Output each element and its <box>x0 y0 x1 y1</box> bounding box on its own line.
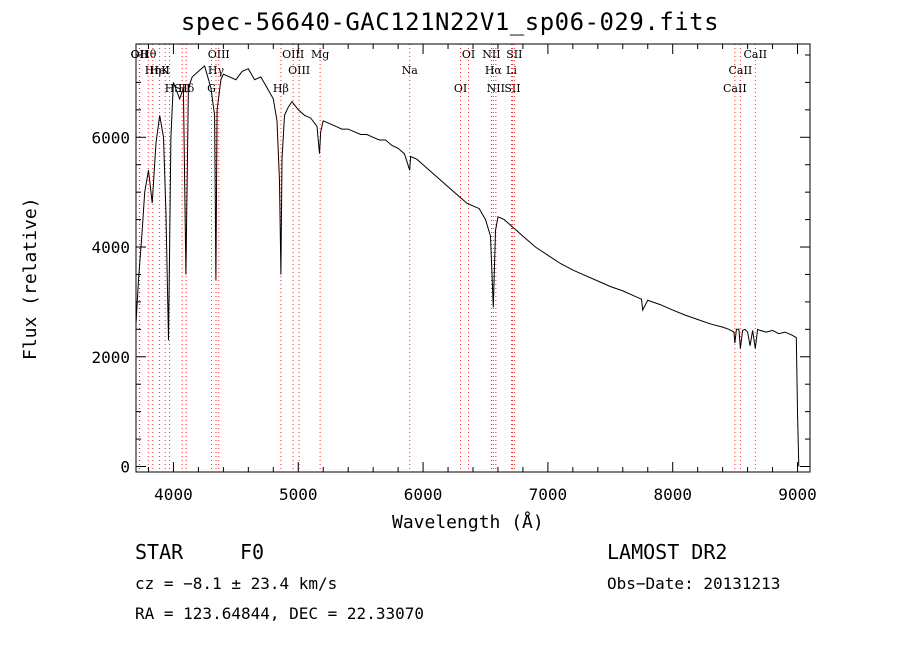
y-tick-label: 6000 <box>91 128 130 147</box>
spectral-line-label: CaII <box>743 48 767 61</box>
spectral-line-label: Mg <box>311 48 329 61</box>
spectral-line-label: SII <box>174 82 190 95</box>
spectral-line-label: Hβ <box>273 82 289 95</box>
x-axis-label: Wavelength (Å) <box>392 512 544 533</box>
x-tick-label: 6000 <box>404 485 443 504</box>
spectral-line-label: HeI <box>149 64 169 77</box>
chart-title: spec-56640-GAC121N22V1_sp06-029.fits <box>180 8 720 36</box>
spectral-line-label: OI <box>454 82 467 95</box>
spectral-line-label: OIII <box>288 64 310 77</box>
spectral-line-label: OIII <box>282 48 304 61</box>
observation-date: Obs−Date: 20131213 <box>607 574 781 593</box>
plot-frame <box>135 43 811 473</box>
x-tick-label: 4000 <box>154 485 193 504</box>
ra-dec-coordinates: RA = 123.64844, DEC = 22.33070 <box>135 604 424 623</box>
spectral-line-label: NII <box>482 48 500 61</box>
spectral-line-label: Hα <box>485 64 503 77</box>
survey-name: LAMOST DR2 <box>607 540 728 564</box>
object-class: STAR <box>135 540 184 564</box>
spectral-line-label: Na <box>402 64 419 77</box>
spectral-line-label: Hγ <box>208 64 225 77</box>
spectral-line-label: H <box>165 82 175 95</box>
spectral-line-label: OI <box>462 48 475 61</box>
y-tick-label: 0 <box>120 458 130 477</box>
y-axis-label: Flux (relative) <box>20 197 41 360</box>
y-tick-label: 2000 <box>91 348 130 367</box>
x-tick-label: 7000 <box>529 485 568 504</box>
spectral-line-label: SII <box>506 48 522 61</box>
redshift-velocity: cz = −8.1 ± 23.4 km/s <box>135 574 338 593</box>
spectral-line-label: NII <box>487 82 505 95</box>
spectral-line-label: Li <box>506 64 517 77</box>
spectral-line-label: K <box>161 64 170 77</box>
spectral-line-label: CaII <box>729 64 753 77</box>
spectral-line-label: G <box>207 82 216 95</box>
spectral-line-label: Hθ <box>140 48 157 61</box>
spectral-subclass: F0 <box>240 540 265 564</box>
x-tick-label: 5000 <box>279 485 318 504</box>
spectral-line-label: Hη <box>145 64 161 77</box>
y-tick-label: 4000 <box>91 238 130 257</box>
spectrum-line <box>135 64 800 467</box>
spectral-line-label: SII <box>504 82 520 95</box>
x-tick-label: 8000 <box>653 485 692 504</box>
spectral-line-label: CaII <box>723 82 747 95</box>
x-tick-label: 9000 <box>778 485 817 504</box>
spectral-line-label: OIII <box>208 48 230 61</box>
